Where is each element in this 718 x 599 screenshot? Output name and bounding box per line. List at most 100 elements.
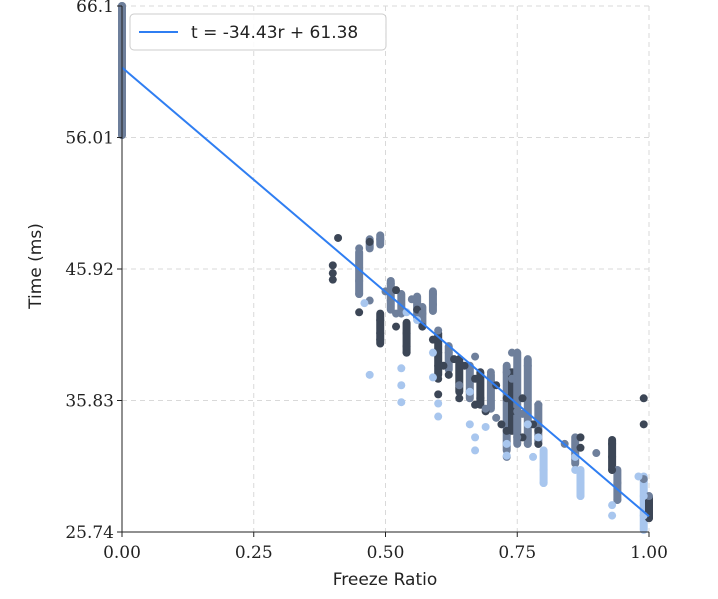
point-medium-16 — [418, 309, 427, 318]
point-medium-21 — [455, 381, 464, 390]
x-tick-label-4: 1.00 — [630, 543, 668, 563]
axes — [117, 5, 650, 537]
point-medium-7 — [355, 276, 364, 285]
point-light-7 — [428, 348, 437, 357]
point-light-0 — [360, 299, 369, 308]
y-tick-label-2: 45.92 — [65, 260, 114, 280]
point-dark-45 — [639, 394, 648, 403]
x-tick-label-3: 0.75 — [498, 543, 536, 563]
point-dark-11 — [402, 329, 411, 338]
point-dark-20 — [434, 390, 443, 399]
point-dark-21 — [439, 361, 448, 370]
y-tick-label-1: 35.83 — [65, 392, 114, 412]
point-dark-5 — [365, 237, 374, 246]
point-light-30 — [639, 492, 648, 501]
legend-box — [129, 13, 387, 51]
point-light-9 — [434, 399, 443, 408]
point-light-19 — [529, 452, 538, 461]
point-medium-23 — [471, 352, 480, 361]
point-dark-27 — [471, 400, 480, 409]
point-medium-18 — [428, 300, 437, 309]
x-axis-label: Freeze Ratio — [333, 570, 438, 590]
point-stack-16 — [486, 370, 495, 413]
point-dark-1 — [328, 269, 337, 278]
point-dark-9 — [392, 286, 401, 295]
point-dark-3 — [334, 233, 343, 242]
point-light-24 — [571, 465, 580, 474]
point-light-2 — [397, 364, 406, 373]
point-light-22 — [539, 478, 548, 487]
point-stack-1 — [355, 248, 364, 299]
point-dark-42 — [608, 439, 617, 448]
point-medium-32 — [513, 433, 522, 442]
point-light-32 — [639, 525, 648, 534]
point-dark-39 — [534, 439, 543, 448]
point-dark-6 — [376, 316, 385, 325]
point-stack-19 — [513, 348, 522, 448]
point-medium-40 — [613, 478, 622, 487]
point-light-3 — [397, 381, 406, 390]
point-dark-33 — [502, 426, 511, 435]
point-dark-40 — [576, 433, 585, 442]
point-dark-46 — [639, 420, 648, 429]
y-tick-label-4: 66.1 — [76, 0, 114, 17]
point-dark-31 — [497, 420, 506, 429]
point-medium-36 — [534, 400, 543, 409]
point-dark-13 — [402, 348, 411, 357]
point-light-18 — [523, 420, 532, 429]
point-dark-8 — [376, 335, 385, 344]
point-dark-12 — [402, 342, 411, 351]
x-tick-label-1: 0.25 — [235, 543, 273, 563]
legend-label: t = -34.43r + 61.38 — [191, 23, 358, 43]
point-dark-48 — [645, 505, 653, 514]
point-light-13 — [471, 433, 480, 442]
point-light-20 — [534, 433, 543, 442]
point-light-29 — [634, 472, 643, 481]
point-dark-16 — [428, 335, 437, 344]
point-light-15 — [481, 422, 490, 431]
fit-line — [121, 66, 650, 517]
point-dark-38 — [534, 426, 543, 435]
point-dark-0 — [328, 261, 337, 270]
point-light-11 — [465, 387, 474, 396]
grid-lines — [121, 5, 650, 533]
point-dark-24 — [455, 394, 464, 403]
point-light-25 — [576, 478, 585, 487]
point-medium-27 — [502, 368, 511, 377]
point-dark-35 — [518, 394, 527, 403]
point-dark-28 — [476, 394, 485, 403]
point-medium-29 — [507, 348, 516, 357]
point-medium-34 — [523, 361, 532, 370]
point-light-17 — [502, 451, 511, 460]
point-dark-43 — [608, 452, 617, 461]
point-light-12 — [465, 420, 474, 429]
point-dark-7 — [376, 329, 385, 338]
point-medium-12 — [386, 279, 395, 288]
point-light-16 — [502, 439, 511, 448]
point-light-1 — [365, 370, 374, 379]
point-dark-2 — [328, 275, 337, 284]
point-medium-5 — [355, 244, 364, 253]
point-light-26 — [576, 492, 585, 501]
point-light-28 — [608, 511, 617, 520]
x-tick-label-2: 0.50 — [367, 543, 405, 563]
point-light-4 — [397, 398, 406, 407]
point-medium-24 — [481, 404, 490, 413]
point-medium-25 — [486, 368, 495, 377]
point-dark-44 — [608, 465, 617, 474]
legend: t = -34.43r + 61.38 — [129, 13, 387, 51]
point-medium-19 — [434, 326, 443, 335]
point-light-27 — [608, 501, 617, 510]
point-medium-15 — [407, 295, 416, 304]
point-light-8 — [428, 373, 437, 382]
point-medium-39 — [592, 449, 601, 458]
point-medium-35 — [523, 439, 532, 448]
point-medium-14 — [392, 309, 401, 318]
y-axis-label: Time (ms) — [26, 223, 46, 310]
point-medium-8 — [355, 290, 364, 299]
point-dark-4 — [355, 308, 364, 317]
point-dark-22 — [444, 370, 453, 379]
point-medium-20 — [444, 348, 453, 357]
point-medium-41 — [613, 495, 622, 504]
